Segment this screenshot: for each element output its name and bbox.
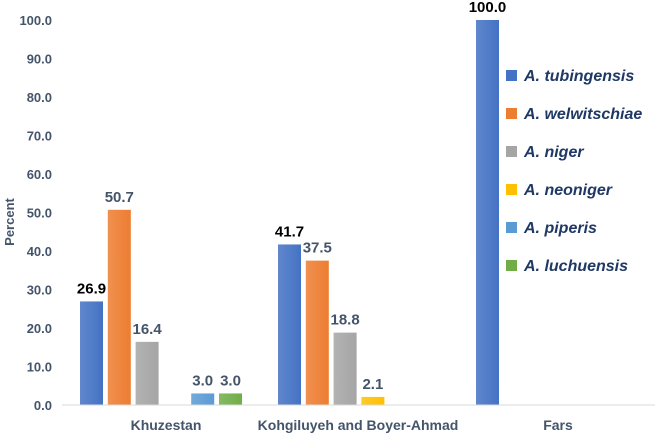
legend-label: A. luchuensis: [523, 258, 628, 275]
legend-swatch: [506, 260, 517, 271]
y-axis: 0.0 10.0 20.0 30.0 40.0 50.0 60.0 70.0 80.0 90.0 1…: [19, 13, 52, 413]
y-tick-label: 30.0: [27, 283, 52, 298]
legend-swatch: [506, 70, 517, 81]
data-labels: 26.9 50.7 16.4 3.0 3.0 41.737.5 18.8 2.1 100.0: [77, 0, 506, 393]
data-label: 50.7: [105, 189, 134, 206]
legend-label: A. tubingensis: [523, 68, 634, 85]
legend-label: A. piperis: [523, 220, 597, 237]
data-label: 16.4: [132, 321, 162, 338]
bar: [219, 393, 242, 405]
y-tick-label: 20.0: [27, 321, 52, 336]
x-tick-label: Fars: [543, 417, 573, 433]
x-axis: Khuzestan Kohgiluyeh and Boyer-Ahmad Fars: [62, 404, 655, 433]
y-tick-label: 70.0: [27, 129, 52, 144]
bar: [107, 209, 131, 405]
data-label: 37.5: [303, 240, 332, 257]
data-label: 26.9: [77, 280, 106, 297]
y-tick-label: 0.0: [34, 398, 52, 413]
y-tick-label: 100.0: [19, 13, 52, 28]
bar: [191, 393, 215, 405]
bar: [278, 244, 301, 405]
bar: [333, 332, 357, 405]
data-label: 100.0: [469, 0, 507, 16]
y-tick-label: 50.0: [27, 206, 52, 221]
data-label: 18.8: [330, 312, 359, 329]
legend-swatch: [506, 184, 517, 195]
bar: [305, 260, 329, 405]
data-label: 3.0: [192, 372, 213, 389]
legend-label: A. welwitschiae: [523, 106, 642, 123]
y-tick-label: 80.0: [27, 90, 52, 105]
y-tick-label: 10.0: [27, 360, 52, 375]
x-tick-label: Kohgiluyeh and Boyer-Ahmad: [258, 417, 459, 433]
y-tick-label: 60.0: [27, 167, 52, 182]
data-label: 3.0: [220, 372, 241, 389]
data-label: 41.7: [275, 223, 304, 240]
bar: [80, 301, 103, 405]
y-axis-label: Percent: [2, 197, 17, 245]
legend-swatch: [506, 222, 517, 233]
y-tick-label: 40.0: [27, 244, 52, 259]
bar: [476, 20, 499, 405]
x-tick-label: Khuzestan: [131, 417, 202, 433]
legend-swatch: [506, 146, 517, 157]
y-tick-label: 90.0: [27, 52, 52, 67]
data-label: 2.1: [362, 376, 383, 393]
bar: [361, 396, 385, 405]
legend-label: A. neoniger: [523, 182, 613, 199]
legend: A. tubingensis A. welwitschiae A. niger A. …: [506, 68, 642, 275]
bar: [135, 341, 159, 405]
legend-label: A. niger: [523, 144, 584, 161]
bars: [80, 20, 499, 405]
legend-swatch: [506, 108, 517, 119]
